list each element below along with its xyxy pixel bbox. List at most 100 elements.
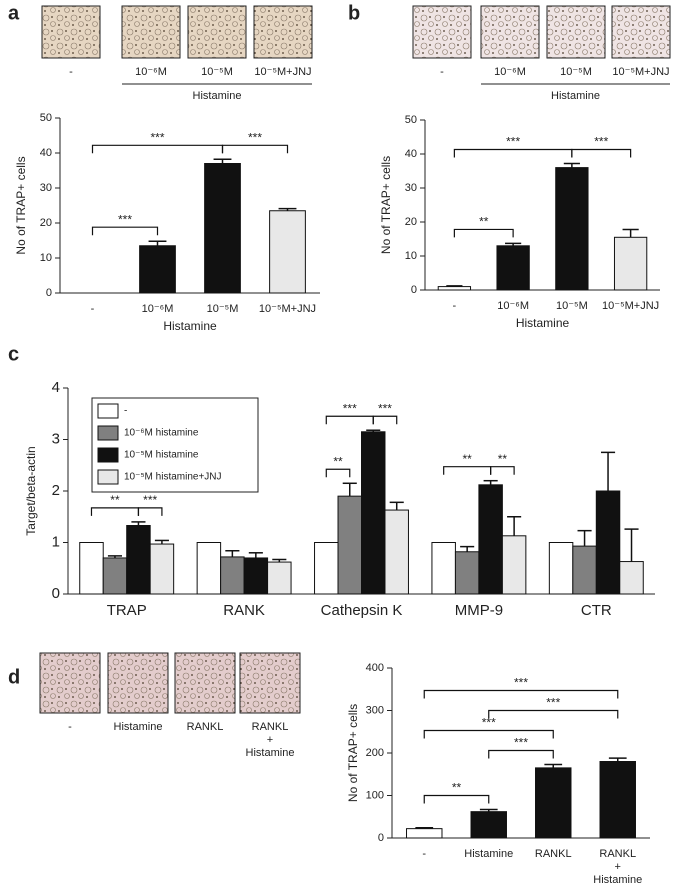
x-tick-label: -	[453, 300, 457, 312]
significance-label: ***	[248, 130, 262, 144]
significance-bracket	[571, 148, 632, 158]
legend-box	[91, 397, 259, 493]
y-tick-label: 3	[52, 430, 60, 447]
legend-label: -	[124, 406, 127, 417]
x-tick-label: 10⁻⁵M+JNJ	[602, 300, 659, 312]
image-label: RANKL + Histamine	[246, 721, 295, 759]
micrograph-texture	[611, 5, 671, 59]
x-tick-label: CTR	[581, 602, 612, 619]
bar	[361, 431, 386, 595]
significance-label: ***	[546, 696, 560, 710]
bar	[126, 525, 151, 595]
y-tick-label: 0	[46, 287, 52, 299]
bar	[79, 542, 104, 595]
significance-bracket	[372, 415, 398, 425]
bar	[535, 767, 572, 839]
significance-bracket	[137, 507, 163, 516]
image-label: 10⁻⁶M	[135, 66, 167, 78]
significance-label: ***	[143, 493, 157, 507]
x-tick-label: Cathepsin K	[321, 602, 403, 619]
legend-swatch	[97, 403, 119, 419]
y-tick-label: 40	[40, 147, 52, 159]
x-tick-label: 10⁻⁵M	[207, 303, 239, 315]
y-axis-label: Target/beta-actin	[24, 446, 38, 535]
image-label: -	[440, 66, 444, 78]
legend-swatch	[97, 447, 119, 463]
bar	[337, 495, 362, 595]
significance-label: ***	[378, 401, 392, 415]
x-axis-label: Histamine	[516, 316, 570, 330]
image-label: RANKL	[187, 721, 224, 733]
bar	[619, 561, 644, 595]
x-tick-label: Histamine	[464, 848, 513, 860]
bar	[267, 561, 292, 595]
x-tick-label: 10⁻⁵M	[556, 300, 588, 312]
bar	[548, 542, 574, 595]
legend-swatch	[97, 469, 119, 485]
y-tick-label: 2	[52, 482, 60, 499]
x-axis-label: Histamine	[163, 319, 217, 333]
y-tick-label: 50	[405, 114, 417, 126]
group-label: Histamine	[193, 90, 242, 102]
legend-label: 10⁻⁵M histamine	[124, 450, 199, 461]
micrograph-texture	[546, 5, 606, 59]
bar	[613, 236, 648, 291]
y-tick-label: 4	[52, 379, 60, 396]
x-tick-label: -	[91, 303, 95, 315]
significance-bracket	[443, 466, 492, 475]
significance-label: ***	[594, 135, 608, 149]
bar	[470, 811, 507, 839]
bar	[572, 545, 597, 595]
significance-bracket	[488, 709, 619, 719]
y-tick-label: 0	[378, 832, 384, 844]
bar	[431, 542, 456, 595]
significance-label: ***	[343, 401, 357, 415]
micrograph-texture	[239, 652, 301, 714]
x-tick-label: 10⁻⁶M	[497, 300, 529, 312]
bar	[269, 210, 306, 294]
significance-bracket	[221, 144, 289, 154]
bar	[384, 509, 409, 595]
significance-bracket	[91, 226, 159, 236]
significance-bracket	[423, 794, 490, 804]
bar	[454, 551, 480, 595]
y-tick-label: 40	[405, 148, 417, 160]
significance-bracket	[91, 144, 224, 154]
y-tick-label: 100	[366, 789, 384, 801]
y-tick-label: 30	[40, 182, 52, 194]
x-tick-label: TRAP	[107, 602, 147, 619]
micrograph-texture	[174, 652, 236, 714]
significance-bracket	[488, 749, 554, 759]
x-tick-label: MMP-9	[455, 602, 503, 619]
y-tick-label: 1	[52, 533, 60, 550]
y-tick-label: 400	[366, 662, 384, 674]
bar	[149, 543, 175, 595]
x-tick-label: RANK	[223, 602, 265, 619]
image-label: 10⁻⁵M	[560, 66, 592, 78]
y-tick-label: 300	[366, 704, 384, 716]
bar	[599, 761, 636, 839]
x-tick-label: RANKL + Histamine	[593, 848, 642, 886]
micrograph-texture	[121, 5, 181, 59]
y-tick-label: 50	[40, 112, 52, 124]
micrograph-texture	[39, 652, 101, 714]
bar	[406, 828, 443, 839]
bar	[595, 490, 621, 595]
bar	[196, 542, 222, 595]
group-label: Histamine	[551, 90, 600, 102]
bar	[314, 542, 339, 595]
significance-label: ***	[506, 135, 520, 149]
micrograph-texture	[107, 652, 169, 714]
image-label: -	[68, 721, 72, 733]
significance-bracket	[490, 466, 515, 475]
bar	[243, 557, 269, 595]
bar	[102, 557, 128, 595]
legend-label: 10⁻⁵M histamine+JNJ	[124, 472, 222, 483]
image-label: 10⁻⁶M	[494, 66, 526, 78]
panel-label: a	[8, 2, 20, 24]
significance-bracket	[423, 689, 619, 699]
significance-label: **	[498, 452, 508, 466]
image-label: -	[69, 66, 73, 78]
significance-label: **	[462, 452, 472, 466]
significance-bracket	[423, 729, 554, 739]
